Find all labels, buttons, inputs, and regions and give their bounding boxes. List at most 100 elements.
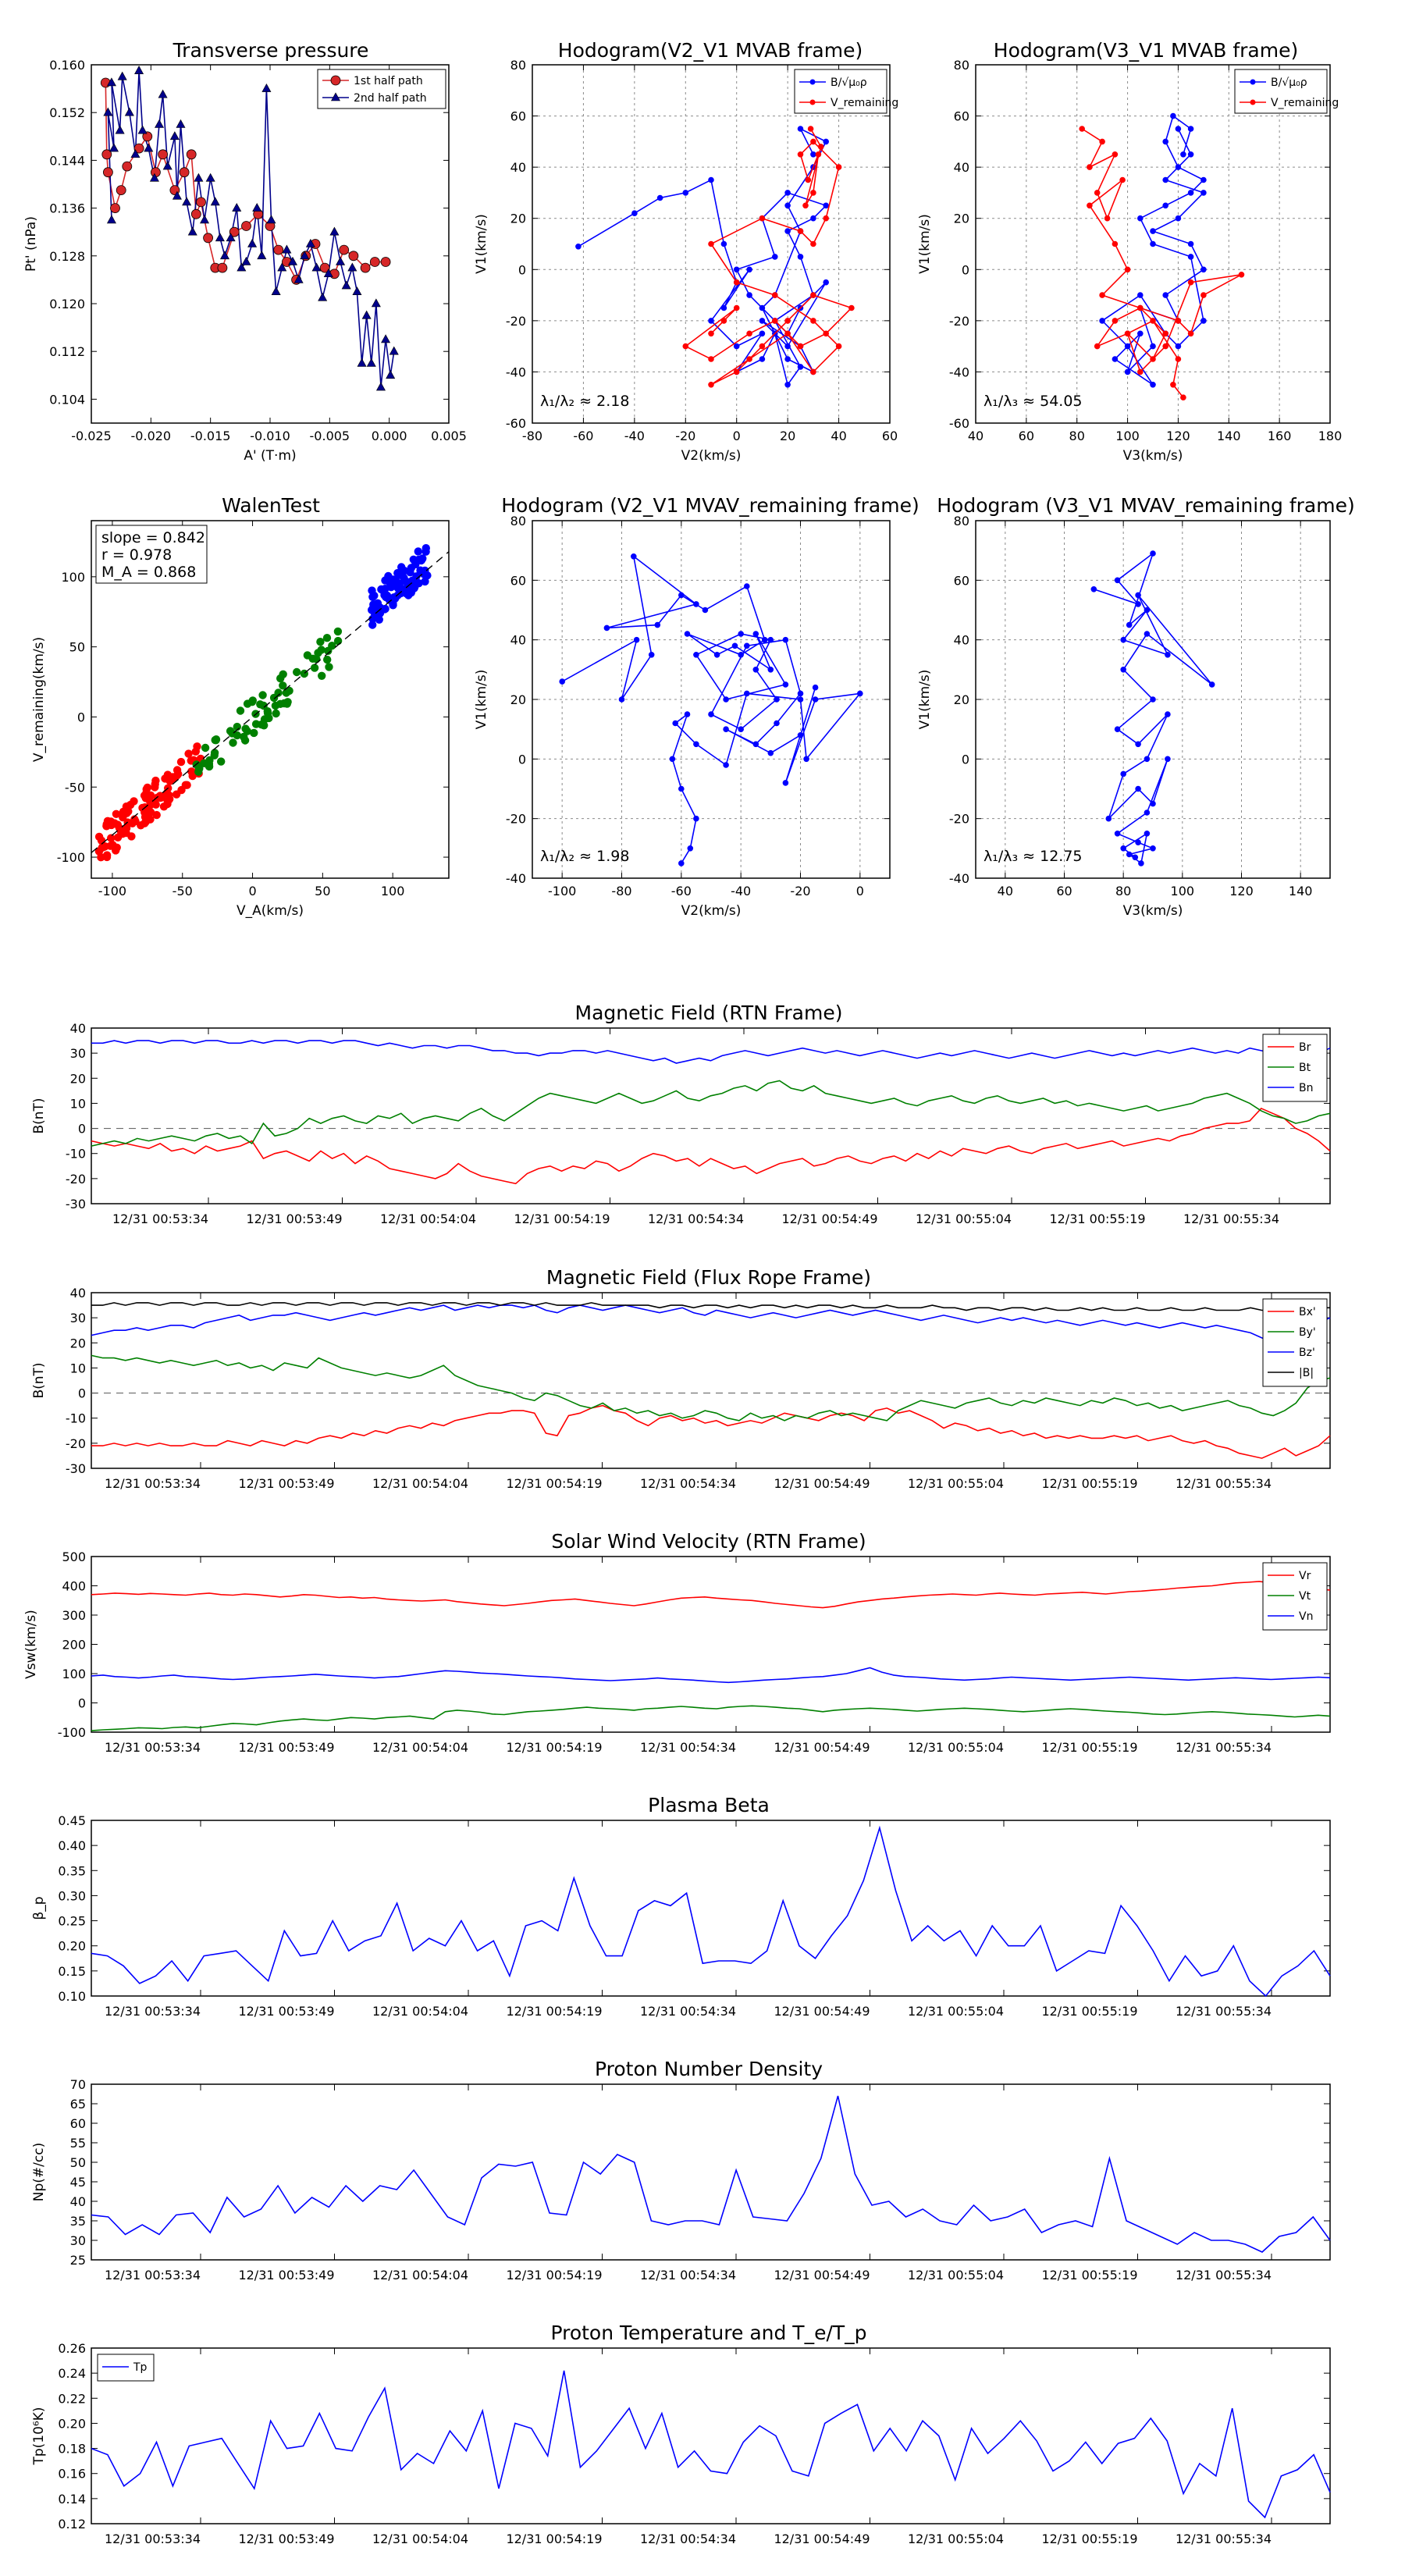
y-tick-label: 0.10 — [58, 1989, 86, 2004]
x-tick-label: 40 — [998, 884, 1013, 898]
data-point-2nd-half — [137, 125, 148, 134]
y-tick-label: 65 — [70, 2097, 86, 2112]
data-point-2nd-half — [375, 382, 386, 391]
x-tick-label: 12/31 00:54:49 — [781, 1212, 877, 1226]
x-tick-label: -80 — [611, 884, 631, 898]
x-axis-label: A' (T·m) — [244, 448, 296, 464]
x-tick-label: 12/31 00:55:19 — [1049, 1212, 1145, 1226]
x-tick-label: -100 — [548, 884, 576, 898]
plot-frame — [532, 64, 891, 424]
x-tick-label: 60 — [1056, 884, 1072, 898]
data-point-2nd-half — [271, 286, 281, 296]
chart-title-text: Hodogram (V2_V1 MVAV_remaining frame) — [501, 494, 919, 517]
hodogram-point — [817, 144, 824, 150]
hodogram-point — [1165, 756, 1171, 763]
data-point-1st-half — [339, 244, 350, 255]
hodogram-point — [1200, 292, 1207, 298]
data-point-1st-half — [122, 161, 133, 172]
data-point-1st-half — [142, 131, 153, 142]
hodogram-point — [1099, 138, 1105, 145]
x-tick-label: 100 — [381, 884, 405, 898]
plot-frame — [91, 1820, 1331, 1997]
hodogram-point — [1150, 228, 1156, 234]
hodogram-point — [805, 176, 812, 183]
x-tick-label: 20 — [780, 429, 795, 443]
hodogram-point — [684, 711, 691, 717]
hodogram-point — [1150, 318, 1156, 324]
plasma-beta-chart: Plasma Beta 0.10 0.15 0.20 0.25 0.30 0.35 0.40… — [31, 1794, 1331, 2019]
data-point-1st-half — [380, 257, 391, 267]
hodogram-point — [744, 583, 750, 589]
scatter-point-green — [194, 767, 203, 776]
y-tick-label: 0 — [518, 752, 526, 767]
data-point-2nd-half — [361, 310, 372, 319]
chart-title: Hodogram(V2_V1 MVAB frame) — [558, 39, 863, 62]
x-tick-label: 12/31 00:54:34 — [640, 2268, 736, 2282]
x-tick-label: 12/31 00:54:04 — [372, 1740, 468, 1755]
x-tick-label: 12/31 00:54:34 — [640, 1476, 736, 1491]
scatter-point-green — [276, 674, 285, 683]
scatter-point-red — [97, 853, 105, 862]
hodogram-point — [720, 240, 727, 247]
data-point-1st-half — [369, 257, 380, 267]
y-tick-label: 0 — [518, 262, 526, 277]
y-tick-label: 300 — [62, 1608, 86, 1623]
hodogram-point — [678, 785, 685, 792]
hodogram-point — [797, 126, 804, 132]
y-tick-label: 35 — [70, 2214, 86, 2229]
data-point-2nd-half — [237, 262, 247, 272]
hodogram-point — [823, 279, 829, 286]
hodogram-point — [1137, 215, 1144, 222]
y-tick-label: -40 — [506, 365, 526, 379]
y-tick-label: 500 — [62, 1550, 86, 1564]
chart-title: Hodogram(V3_V1 MVAB frame) — [994, 39, 1298, 62]
hodogram-point — [678, 860, 685, 866]
x-axis-label: V2(km/s) — [681, 448, 742, 464]
y-tick-label: 40 — [510, 160, 526, 175]
hodogram-point — [807, 126, 814, 132]
x-tick-label: 12/31 00:53:34 — [112, 1212, 208, 1226]
x-tick-label: 12/31 00:54:19 — [506, 2532, 602, 2546]
x-tick-label: 40 — [831, 429, 846, 443]
series-line-br — [91, 1107, 1331, 1185]
data-point-2nd-half — [134, 66, 144, 74]
hodogram-point — [1170, 112, 1176, 119]
scatter-point-blue — [407, 589, 415, 597]
x-tick-label: 12/31 00:54:19 — [506, 2268, 602, 2282]
hodogram-point — [738, 631, 745, 637]
hodogram-point — [1144, 631, 1151, 637]
x-tick-label: 12/31 00:55:34 — [1183, 1212, 1279, 1226]
plot-frame — [91, 1292, 1331, 1469]
legend-marker — [809, 99, 816, 105]
data-point-2nd-half — [381, 334, 391, 343]
hodogram-point — [823, 138, 829, 145]
scatter-point-blue — [381, 585, 389, 593]
hodogram-point — [738, 652, 745, 658]
scatter-point-blue — [368, 621, 377, 629]
x-tick-label: 12/31 00:55:19 — [1041, 1740, 1137, 1755]
hodogram-point — [656, 194, 663, 201]
y-tick-label: -60 — [949, 416, 969, 431]
hodogram-point — [815, 151, 822, 158]
hodogram-point — [1087, 202, 1093, 209]
hodogram-point — [835, 164, 842, 170]
hodogram-point — [759, 304, 766, 311]
hodogram-point — [1144, 831, 1151, 837]
data-point-2nd-half — [117, 71, 127, 80]
hodogram-point — [803, 756, 809, 763]
x-tick-label: 0 — [733, 429, 741, 443]
x-tick-label: 12/31 00:55:19 — [1041, 2004, 1137, 2019]
hodogram-point — [708, 382, 714, 388]
x-axis-label: V3(km/s) — [1123, 448, 1183, 464]
scatter-point-green — [240, 732, 248, 742]
hodogram-point — [1150, 382, 1156, 388]
scatter-point-green — [312, 655, 321, 664]
y-axis-label: V_remaining(km/s) — [31, 637, 47, 762]
x-tick-label: 12/31 00:54:04 — [372, 2268, 468, 2282]
x-tick-label: 12/31 00:53:49 — [246, 1212, 342, 1226]
y-tick-label: 0.112 — [49, 344, 85, 359]
hodogram-point — [1170, 382, 1176, 388]
hodogram-point — [746, 356, 752, 362]
hodogram-point — [738, 726, 745, 733]
y-tick-label: 0 — [77, 710, 85, 724]
